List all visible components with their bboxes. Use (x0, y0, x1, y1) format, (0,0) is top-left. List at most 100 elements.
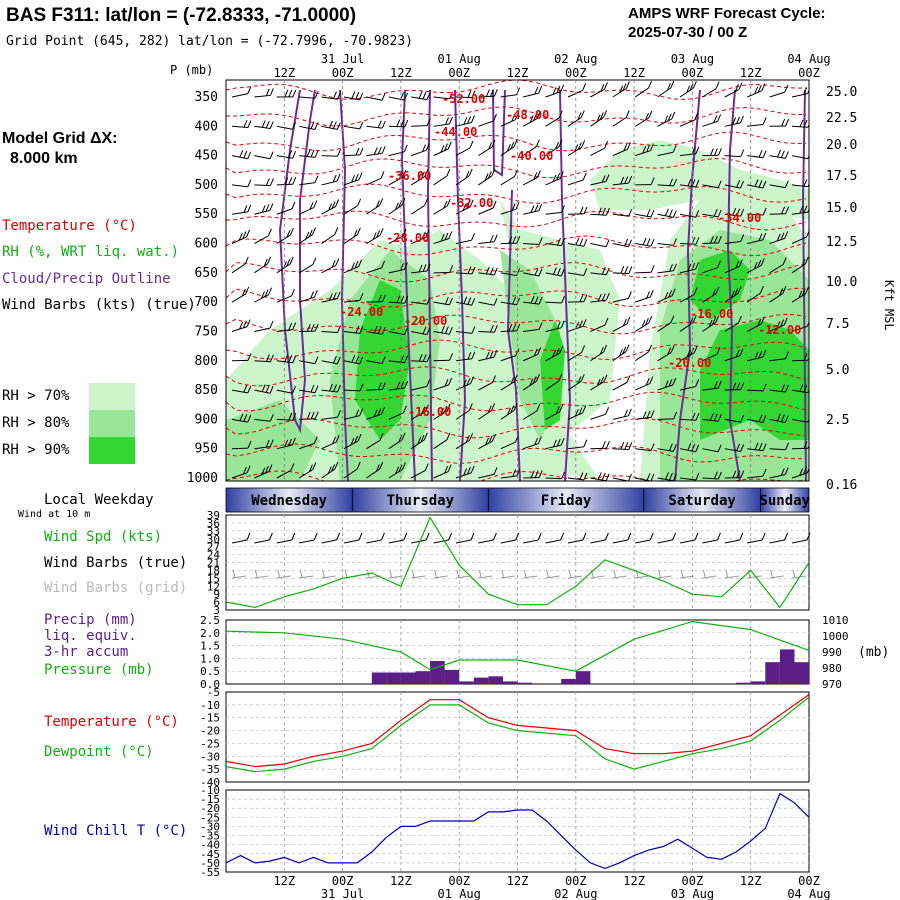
wind-barb-feather (332, 436, 337, 444)
wind-barb (724, 265, 740, 274)
pressure-level-label: 550 (195, 207, 218, 222)
wind-barb-feather (515, 202, 520, 210)
grid-wind-barb (724, 575, 739, 579)
precip-ytick-label: 0.0 (200, 678, 220, 691)
wind-barb (433, 439, 448, 450)
temp-ytick-label: -40 (200, 776, 220, 789)
wind-barb-feather (740, 149, 745, 157)
wind-barb-feather (421, 406, 426, 414)
wind-barb-feather (292, 177, 297, 185)
wind-barb-feather (620, 441, 625, 450)
wind-barb-feather (355, 325, 360, 334)
wind-barb-feather (263, 258, 268, 267)
wind-barb-feather (672, 145, 677, 153)
wind-barb (702, 267, 718, 274)
wind-barb-feather (534, 86, 539, 95)
wind-barb-feather (422, 326, 427, 334)
wind-barb (500, 176, 515, 186)
temperature-line (225, 694, 810, 768)
wind-barb (433, 175, 448, 186)
wind-barb-feather (417, 173, 422, 181)
wind-barb (567, 301, 585, 303)
wind-barb (791, 236, 807, 244)
wind-barb (455, 122, 472, 127)
wind-barb-feather (538, 203, 543, 211)
wind-barb-feather (309, 202, 314, 210)
wind-barb (478, 146, 493, 157)
wind-barb-feather (695, 179, 700, 188)
wind-barb-feather (600, 84, 605, 92)
wind-barb-feather (801, 259, 806, 267)
wind-barb-feather (380, 171, 385, 179)
top-time-tick-label: 00Z (798, 66, 820, 80)
wind-barb (612, 323, 628, 332)
grid-wind-barb (679, 575, 695, 579)
precip-bar (502, 681, 518, 684)
wind-barb-feather (618, 349, 623, 357)
wind-barb (523, 243, 540, 245)
top-time-tick-label: 12Z (740, 66, 762, 80)
wind-barb-feather (377, 326, 382, 334)
wind-barb-feather (625, 110, 630, 118)
wind-barb-feather (626, 316, 631, 325)
wind-barb-feather (803, 179, 808, 187)
cloud-outline (426, 89, 433, 481)
rh80-swatch (89, 410, 135, 437)
wind-barb-feather (491, 139, 496, 148)
wind-barb-feather (799, 206, 804, 214)
wind-barb-feather (426, 327, 431, 335)
wind-barb (522, 380, 537, 391)
true-wind-barb (769, 539, 785, 544)
wind-ytick-label: 30 (207, 533, 220, 546)
wind-barb-feather (642, 146, 647, 154)
wind-barb-feather (664, 208, 669, 216)
wind-barb-feather (807, 208, 809, 213)
grid-wind-barb (523, 575, 538, 579)
temperature-contour-label: -24.00 (340, 305, 383, 319)
temperature-contour (226, 417, 807, 439)
pressure-ytick-label: 1010 (822, 614, 849, 627)
wind-barb-feather (269, 386, 274, 394)
wind-barb-feather (268, 287, 273, 295)
wind-barb-feather (467, 352, 472, 360)
wind-barb (388, 330, 405, 336)
wind-barb-feather (291, 201, 296, 210)
temperature-contour-label: -20.00 (668, 356, 711, 370)
wind-barb-feather (425, 143, 430, 151)
wind-barb-feather (785, 384, 789, 393)
wind-barb-feather (601, 267, 606, 275)
grid-wind-barb-feather (658, 569, 662, 579)
wind-barb-feather (762, 350, 767, 358)
wind-barb (612, 213, 629, 217)
wind-barb (545, 146, 560, 157)
wind-barb-feather (642, 411, 647, 419)
wind-barb (545, 117, 560, 127)
chill-ytick-label: -35 (200, 830, 220, 843)
wind-barb-feather (422, 264, 427, 272)
wind-barb-feather (717, 414, 722, 422)
wind-barb-feather (350, 437, 355, 446)
wind-barb-feather (313, 436, 318, 444)
wind-barb-feather (623, 143, 628, 152)
bottom-time-tick-label: 12Z (273, 874, 295, 888)
wind-barb-feather (648, 315, 653, 324)
wind-barb (679, 477, 696, 481)
wind-barb-feather (552, 87, 557, 95)
wind-barb (791, 389, 808, 394)
wind-barb-feather (288, 177, 293, 185)
pressure-level-label: 1000 (187, 471, 218, 486)
wind-barb (478, 473, 495, 479)
weekday-segment (760, 487, 810, 513)
wind-barb-feather (241, 288, 246, 297)
wind-barb-feather (665, 472, 669, 480)
precip-ytick-label: 1.5 (200, 640, 220, 653)
wind-barb-feather (292, 386, 296, 394)
wind-barb-feather (448, 231, 453, 239)
true-wind-barb-feather (672, 532, 677, 541)
top-time-tick-label: 12Z (623, 66, 645, 80)
true-wind-barb (343, 539, 360, 544)
wind-barb-feather (353, 229, 358, 238)
wind-barb-feather (375, 464, 380, 472)
wind-barb-feather (246, 319, 251, 327)
weekday-label: Saturday (668, 493, 736, 509)
